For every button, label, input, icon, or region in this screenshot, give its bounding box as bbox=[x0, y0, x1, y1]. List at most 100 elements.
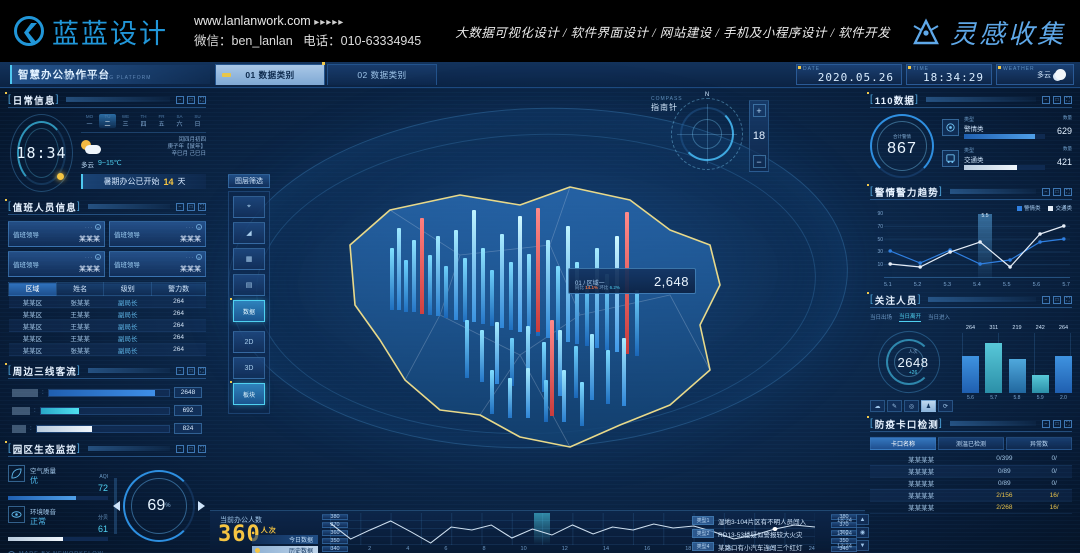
close-icon[interactable]: × bbox=[196, 254, 202, 260]
restore-icon[interactable]: □ bbox=[1053, 95, 1061, 104]
scroll-dot-icon[interactable]: ◉ bbox=[856, 527, 869, 538]
restore-icon[interactable]: □ bbox=[1053, 419, 1061, 428]
compass-widget[interactable]: COMPASS 指南针 N bbox=[651, 92, 743, 174]
col-area[interactable]: 区域 bbox=[8, 282, 57, 296]
weekday-tue[interactable]: TU 二 bbox=[99, 114, 116, 128]
website-link[interactable]: www.lanlanwork.com bbox=[194, 13, 311, 28]
layer-button-data-icon[interactable]: 数据 bbox=[230, 298, 265, 322]
legend-item-alarm[interactable]: 警情类 bbox=[1016, 204, 1040, 212]
col-level[interactable]: 级别 bbox=[103, 282, 153, 296]
weekday-sat[interactable]: SA 六 bbox=[176, 114, 183, 128]
tab-data-category-2[interactable]: 02 数据类别 bbox=[327, 64, 437, 85]
table-row[interactable]: 某某区 王某某 副局长 264 bbox=[8, 331, 206, 344]
scroll-up-icon[interactable]: ▲ bbox=[856, 514, 869, 525]
weekday-wed[interactable]: WE 三 bbox=[121, 114, 130, 128]
expand-icon[interactable]: ⛶ bbox=[1064, 295, 1072, 304]
duty-card[interactable]: 值班领导 ··· × 某某某 bbox=[109, 251, 206, 277]
restore-icon[interactable]: □ bbox=[187, 202, 195, 211]
layer-button-location-icon[interactable]: ⌖ bbox=[233, 196, 265, 218]
col-name[interactable]: 姓名 bbox=[55, 282, 105, 296]
restore-icon[interactable]: □ bbox=[1053, 187, 1061, 196]
bar-column[interactable] bbox=[1031, 333, 1049, 393]
restore-icon[interactable]: □ bbox=[1053, 295, 1061, 304]
weekday-sun[interactable]: SU 日 bbox=[194, 114, 201, 128]
duty-card[interactable]: 值班领导 ··· × 某某某 bbox=[109, 221, 206, 247]
person-icon[interactable]: ♟ bbox=[921, 400, 936, 412]
gauge-arrow-left-icon[interactable] bbox=[113, 501, 120, 511]
minimize-icon[interactable]: − bbox=[176, 202, 184, 211]
layer-button-signal-icon[interactable]: ◢ bbox=[233, 222, 265, 244]
minimize-icon[interactable]: − bbox=[1042, 187, 1050, 196]
bottom-line-chart[interactable] bbox=[330, 513, 815, 545]
minimize-icon[interactable]: − bbox=[176, 444, 184, 453]
pen-icon[interactable]: ✎ bbox=[887, 400, 902, 412]
zoom-in-button[interactable]: + bbox=[752, 104, 766, 117]
col-temp-checked[interactable]: 测温已检测 bbox=[938, 437, 1004, 450]
view-button-3d[interactable]: 3D bbox=[233, 357, 265, 379]
cloud-icon[interactable]: ☁ bbox=[870, 400, 885, 412]
table-row[interactable]: 某某区 王某某 副局长 264 bbox=[8, 307, 206, 320]
close-icon[interactable]: × bbox=[95, 224, 101, 230]
expand-icon[interactable]: ⛶ bbox=[198, 95, 206, 104]
minimize-icon[interactable]: − bbox=[1042, 295, 1050, 304]
trend-line-chart[interactable]: 90 70 50 30 10 5.5 bbox=[870, 211, 1072, 288]
table-row[interactable]: 某某区 张某某 副局长 264 bbox=[8, 343, 206, 356]
minimize-icon[interactable]: − bbox=[176, 366, 184, 375]
minimize-icon[interactable]: − bbox=[1042, 95, 1050, 104]
bar-column[interactable] bbox=[985, 333, 1003, 393]
tab-data-category-1[interactable]: 01 数据类别 bbox=[215, 62, 325, 85]
tab-today-data[interactable]: 今日数据 bbox=[252, 535, 318, 544]
close-icon[interactable]: × bbox=[196, 224, 202, 230]
minimize-icon[interactable]: − bbox=[176, 95, 184, 104]
restore-icon[interactable]: □ bbox=[187, 444, 195, 453]
scroll-down-icon[interactable]: ▼ bbox=[856, 540, 869, 551]
gauge-arrow-right-icon[interactable] bbox=[198, 501, 205, 511]
map-zone[interactable]: 01 / 区域一 同比 14.1% 环比 6.2% 2,648 图层筛选 ⌖ ◢… bbox=[210, 90, 865, 510]
expand-icon[interactable]: ⛶ bbox=[198, 444, 206, 453]
view-button-2d[interactable]: 2D bbox=[233, 331, 265, 353]
expand-icon[interactable]: ⛶ bbox=[198, 366, 206, 375]
table-row[interactable]: 某某区 张某某 副局长 264 bbox=[8, 295, 206, 308]
tab-history-data[interactable]: 历史数据 bbox=[252, 546, 318, 553]
duty-card[interactable]: 值班领导 ··· × 某某某 bbox=[8, 221, 105, 247]
compass-dial[interactable]: N bbox=[671, 92, 743, 170]
alert-row[interactable]: 类型1 湿地3-104片区有不明人员闯入 18:24 bbox=[692, 514, 852, 527]
restore-icon[interactable]: □ bbox=[187, 95, 195, 104]
layer-button-building-icon[interactable]: ▦ bbox=[233, 248, 265, 270]
duty-card[interactable]: 值班领导 ··· × 某某某 bbox=[8, 251, 105, 277]
restore-icon[interactable]: □ bbox=[187, 366, 195, 375]
col-checkpoint-name[interactable]: 卡口名称 bbox=[870, 437, 936, 450]
table-row[interactable]: 某某某某 2/268 16/ bbox=[870, 501, 1072, 514]
tab-day-leave[interactable]: 当日离开 bbox=[899, 314, 922, 322]
close-icon[interactable]: × bbox=[95, 254, 101, 260]
expand-icon[interactable]: ⛶ bbox=[1064, 419, 1072, 428]
focus-bar-chart[interactable]: 264 311 219 242 264 5.6 bbox=[962, 325, 1072, 401]
alert-row[interactable]: 类型4 某路口有小汽车连闯三个红灯 13:24 bbox=[692, 540, 852, 553]
alert-row[interactable]: 类型2 RD13-53楼疑似警报较大火灾 17:24 bbox=[692, 527, 852, 540]
expand-icon[interactable]: ⛶ bbox=[1064, 187, 1072, 196]
zoom-out-button[interactable]: − bbox=[752, 155, 766, 168]
expand-icon[interactable]: ⛶ bbox=[198, 202, 206, 211]
view-button-sector[interactable]: 板块 bbox=[230, 381, 265, 405]
weekday-fri[interactable]: FR 五 bbox=[158, 114, 165, 128]
table-row[interactable]: 某某某某 0/399 0/ bbox=[870, 453, 1072, 466]
legend-item-traffic[interactable]: 交通类 bbox=[1048, 204, 1072, 212]
expand-icon[interactable]: ⛶ bbox=[1064, 95, 1072, 104]
tab-day-enter[interactable]: 当日进入 bbox=[928, 315, 951, 321]
table-row[interactable]: 某某某某 0/89 0/ bbox=[870, 477, 1072, 490]
table-row[interactable]: 某某某某 2/156 16/ bbox=[870, 489, 1072, 502]
bar-column[interactable] bbox=[1055, 333, 1072, 393]
weekday-thu[interactable]: TH 四 bbox=[140, 114, 147, 128]
tab-day-exit[interactable]: 当日出场 bbox=[870, 315, 893, 321]
bar-column[interactable] bbox=[1008, 333, 1026, 393]
minimize-icon[interactable]: − bbox=[1042, 419, 1050, 428]
table-row[interactable]: 某某某某 0/89 0/ bbox=[870, 465, 1072, 478]
target-icon[interactable]: ◎ bbox=[904, 400, 919, 412]
table-row[interactable]: 某某区 王某某 副局长 264 bbox=[8, 319, 206, 332]
col-abnormal[interactable]: 异常数 bbox=[1006, 437, 1072, 450]
bar-column[interactable] bbox=[962, 333, 979, 393]
layer-button-grid-icon[interactable]: ▤ bbox=[233, 274, 265, 296]
col-force[interactable]: 警力数 bbox=[151, 282, 206, 296]
weekday-mon[interactable]: MO 一 bbox=[85, 114, 94, 128]
refresh-icon[interactable]: ⟳ bbox=[938, 400, 953, 412]
